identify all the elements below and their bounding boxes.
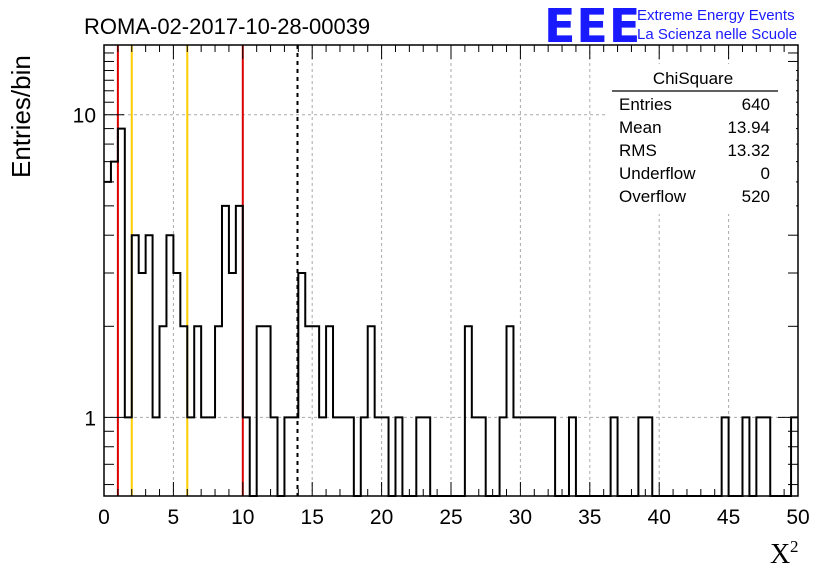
x-axis-label: X <box>770 539 790 570</box>
stats-box: ChiSquare Entries 640 Mean 13.94 RMS 13.32 Und… <box>608 64 796 214</box>
eee-logo-line1: Extreme Energy Events <box>637 7 795 24</box>
x-tick-label: 50 <box>786 506 809 529</box>
stats-label: RMS <box>619 141 657 160</box>
x-axis-label-superscript: 2 <box>790 537 799 556</box>
stats-value: 520 <box>742 187 770 206</box>
stats-value: 13.94 <box>727 118 770 137</box>
stats-box-background <box>608 64 796 214</box>
stats-label: Underflow <box>619 164 696 183</box>
stats-value: 0 <box>761 164 770 183</box>
eee-logo-mark: EEE <box>544 0 641 53</box>
reference-lines <box>116 45 299 496</box>
tick-labels: 0 5 10 15 20 25 30 35 40 45 50 1 10 <box>73 105 810 529</box>
x-tick-label: 30 <box>509 506 532 529</box>
x-tick-label: 20 <box>370 506 393 529</box>
chart-title: ROMA-02-2017-10-28-00039 <box>84 14 370 39</box>
x-tick-label: 35 <box>578 506 601 529</box>
x-tick-label: 15 <box>301 506 324 529</box>
stats-value: 640 <box>742 95 770 114</box>
stats-label: Entries <box>619 95 672 114</box>
eee-logo-line2: La Scienza nelle Scuole <box>637 26 797 43</box>
x-tick-label: 10 <box>231 506 254 529</box>
x-tick-label: 0 <box>98 506 110 529</box>
x-tick-label: 5 <box>168 506 180 529</box>
stats-label: Mean <box>619 118 662 137</box>
y-tick-label: 10 <box>73 105 96 128</box>
stats-box-title: ChiSquare <box>653 69 733 88</box>
y-tick-label: 1 <box>84 407 96 430</box>
x-tick-label: 25 <box>439 506 462 529</box>
x-tick-label: 45 <box>717 506 740 529</box>
y-axis-label: Entries/bin <box>6 55 36 178</box>
eee-logo: EEE Extreme Energy Events La Scienza nel… <box>544 0 797 53</box>
x-tick-label: 40 <box>648 506 671 529</box>
stats-label: Overflow <box>619 187 687 206</box>
stats-value: 13.32 <box>727 141 770 160</box>
